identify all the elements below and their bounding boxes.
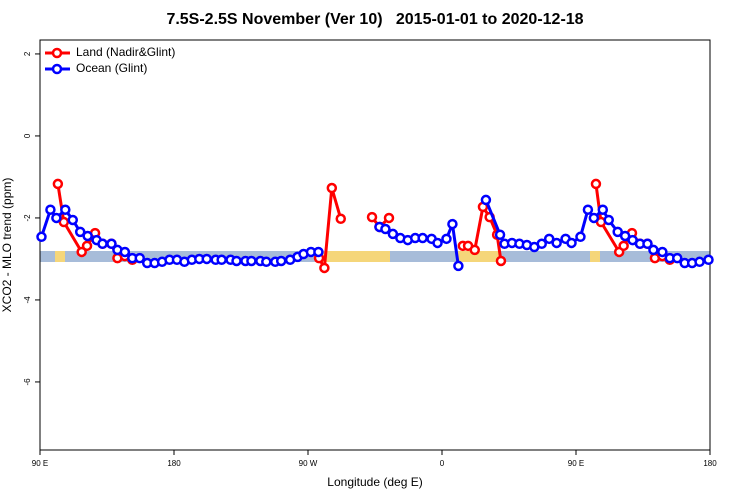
legend-marker: [51, 47, 63, 59]
data-point: [657, 246, 668, 258]
x-tick-label: 90 E: [32, 459, 48, 468]
data-point: [326, 182, 338, 194]
data-point: [603, 214, 615, 226]
data-point: [619, 230, 631, 242]
x-tick-label: 0: [440, 459, 445, 468]
data-point: [566, 237, 577, 249]
data-point: [313, 246, 324, 258]
y-tick-label: -6: [23, 378, 32, 386]
data-point: [106, 238, 117, 250]
land-band: [322, 251, 390, 262]
data-point: [494, 229, 506, 240]
chart-title: 7.5S-2.5S November (Ver 10) 2015-01-01 t…: [166, 11, 583, 28]
data-point: [480, 194, 492, 206]
data-point: [81, 240, 93, 252]
data-point: [216, 254, 227, 266]
data-point: [231, 255, 242, 267]
legend-label: Ocean (Glint): [76, 61, 147, 75]
data-point: [543, 233, 555, 245]
x-tick-label: 180: [703, 459, 717, 468]
data-point: [536, 238, 548, 250]
data-point: [671, 252, 683, 264]
land-band: [55, 251, 65, 262]
data-point: [261, 256, 272, 268]
data-point: [551, 237, 562, 249]
data-point: [52, 178, 64, 190]
data-point: [201, 253, 213, 265]
data-point: [74, 226, 86, 238]
x-tick-label: 90 E: [568, 459, 584, 468]
data-point: [642, 238, 653, 250]
y-tick-label: -2: [23, 214, 32, 222]
data-point: [246, 255, 257, 267]
surface-band: [40, 251, 710, 262]
plot-frame: [39, 39, 711, 451]
data-point: [45, 204, 56, 215]
data-point: [432, 237, 443, 249]
data-point: [597, 204, 609, 215]
data-point: [694, 256, 705, 268]
land-band: [456, 251, 500, 262]
data-point: [582, 204, 594, 215]
series-line: [317, 187, 343, 273]
data-point: [51, 212, 62, 224]
data-point: [97, 238, 108, 250]
data-point: [590, 178, 602, 190]
data-point: [366, 211, 378, 223]
y-tick-label: 0: [23, 133, 32, 138]
data-point: [703, 254, 714, 266]
land-band: [590, 251, 600, 262]
x-tick-label: 90 W: [299, 459, 318, 468]
data-point: [453, 260, 464, 272]
x-axis-label: Longitude (deg E): [327, 475, 422, 489]
data-point: [335, 213, 347, 225]
data-point: [82, 230, 93, 242]
data-point: [441, 233, 452, 245]
data-point: [447, 218, 458, 230]
data-point: [618, 240, 629, 252]
data-point: [648, 244, 659, 256]
data-point: [67, 214, 79, 226]
data-point: [575, 231, 586, 243]
data-point: [383, 212, 395, 224]
data-point: [495, 255, 507, 267]
data-point: [417, 232, 428, 244]
data-point: [60, 204, 71, 215]
data-point: [319, 262, 330, 274]
data-point: [119, 246, 131, 258]
y-tick-label: -4: [23, 296, 32, 304]
y-axis-label: XCO2 - MLO trend (ppm): [0, 178, 14, 313]
legend-label: Land (Nadir&Glint): [76, 45, 175, 59]
data-point: [588, 212, 600, 224]
data-point: [387, 228, 399, 240]
data-point: [76, 246, 87, 258]
y-tick-label: 2: [23, 51, 32, 56]
data-point: [275, 255, 287, 267]
data-point: [134, 252, 146, 264]
legend-marker: [51, 63, 63, 75]
data-point: [380, 223, 391, 235]
x-tick-label: 180: [167, 459, 181, 468]
data-point: [36, 231, 47, 243]
data-point: [469, 244, 481, 256]
data-point: [58, 216, 70, 228]
data-point: [612, 226, 623, 238]
